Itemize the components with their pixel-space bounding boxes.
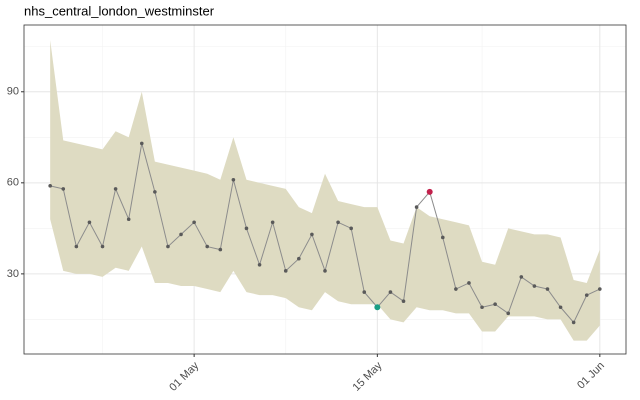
point: [48, 184, 52, 188]
point: [598, 287, 602, 291]
point: [153, 190, 157, 194]
point: [467, 281, 471, 285]
point: [493, 302, 497, 307]
panel-border: [23, 24, 627, 355]
point: [244, 226, 249, 231]
x-tick-label: 01 Jun: [575, 360, 607, 392]
point: [506, 311, 511, 316]
point: [558, 305, 563, 310]
point: [113, 187, 118, 191]
ribbon: [50, 40, 600, 341]
point: [257, 262, 262, 267]
point: [218, 247, 223, 252]
point: [61, 187, 66, 191]
point: [74, 244, 79, 249]
point: [283, 269, 288, 273]
point: [440, 235, 445, 240]
point: [87, 220, 92, 225]
point: [571, 320, 576, 325]
x-tick-label: 01 May: [167, 359, 201, 393]
point: [362, 290, 367, 294]
point: [584, 293, 589, 297]
point: [297, 256, 301, 261]
chart-title: nhs_central_london_westminster: [24, 3, 215, 18]
point: [414, 205, 419, 209]
point: [454, 287, 458, 291]
y-tick-label: 60: [7, 177, 19, 189]
point: [532, 284, 537, 288]
point: [166, 244, 170, 249]
point: [519, 275, 524, 279]
point: [388, 290, 393, 294]
point: [310, 232, 314, 237]
point: [192, 220, 196, 225]
point: [349, 226, 353, 231]
highlight-point: [374, 304, 381, 311]
highlight-point: [426, 188, 433, 195]
point: [100, 244, 105, 249]
point: [139, 141, 144, 146]
point: [231, 177, 236, 182]
point: [545, 287, 550, 291]
point: [401, 299, 406, 303]
point: [179, 232, 183, 237]
point: [126, 217, 131, 222]
y-tick-label: 90: [7, 86, 19, 98]
point: [205, 244, 210, 249]
point: [336, 220, 340, 225]
y-tick-label: 30: [7, 268, 19, 280]
point: [270, 220, 275, 225]
point: [480, 305, 484, 310]
x-tick-label: 15 May: [351, 359, 385, 393]
point: [323, 269, 327, 273]
